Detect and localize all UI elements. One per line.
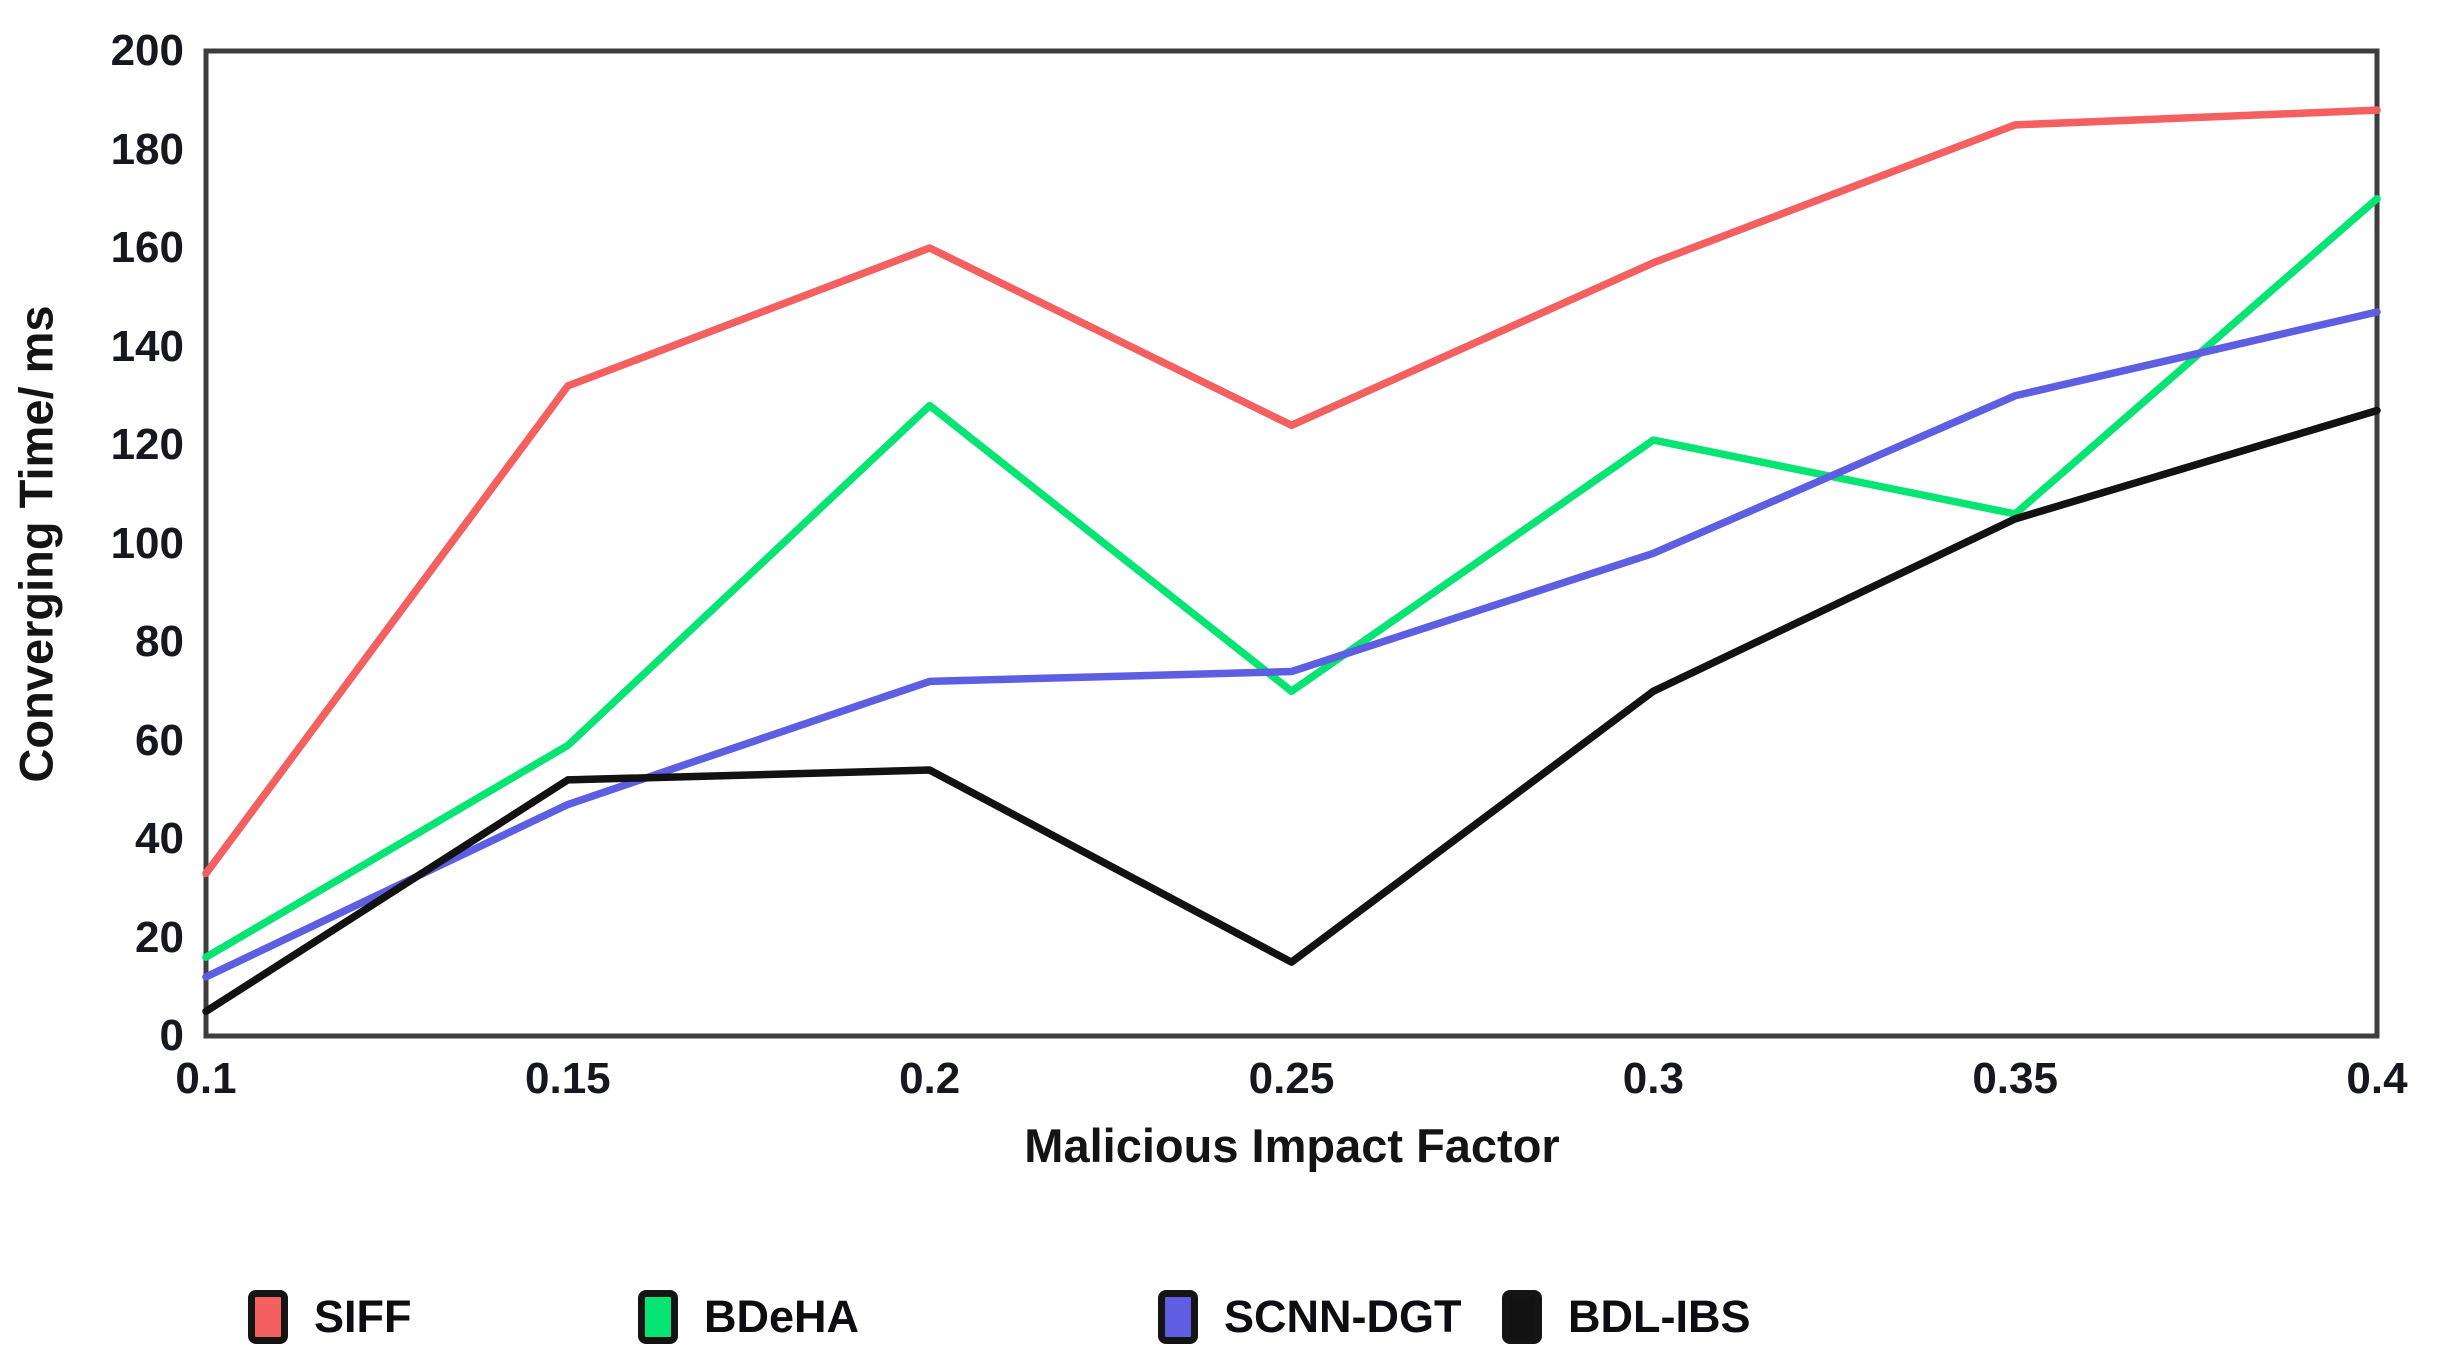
y-axis-title: Converging Time/ ms [9,305,63,783]
y-tick-label: 20 [135,912,184,962]
legend-item-scnn-dgt: SCNN-DGT [1158,1290,1461,1344]
y-tick-label: 200 [110,26,184,75]
legend-label: BDeHA [704,1291,860,1342]
x-tick-label: 0.3 [1622,1054,1684,1103]
legend-swatch-scnn-dgt [1158,1290,1198,1344]
y-tick-label: 140 [110,321,184,371]
y-tick-label: 180 [110,124,184,174]
x-tick-label: 0.4 [2346,1054,2408,1103]
x-axis-title: Malicious Impact Factor [1024,1119,1560,1172]
legend-swatch-siff [248,1290,288,1344]
y-tick-label: 80 [135,617,184,666]
y-tick-label: 60 [135,715,184,765]
x-tick-label: 0.25 [1248,1054,1335,1103]
legend-label: SCNN-DGT [1224,1291,1462,1342]
y-tick-label: 100 [110,518,184,568]
x-tick-label: 0.35 [1972,1054,2058,1103]
legend-label: SIFF [314,1291,412,1342]
legend-swatch-bdl-ibs [1502,1290,1542,1344]
series-line-siff [202,106,2381,878]
legend-swatch-bdeha [638,1290,678,1344]
legend-label: BDL-IBS [1568,1291,1751,1342]
y-tick-label: 0 [159,1011,184,1060]
legend-item-bdl-ibs: BDL-IBS [1502,1290,1750,1344]
series-line-bdl-ibs [202,406,2381,1016]
x-tick-label: 0.15 [525,1054,611,1103]
plot-border [203,48,2380,1039]
series-line-scnn-dgt [202,308,2381,981]
y-tick-label: 160 [110,223,184,272]
y-tick-label: 120 [110,420,184,469]
legend-item-bdeha: BDeHA [638,1290,859,1344]
series-line-bdeha [202,195,2381,961]
legend-item-siff: SIFF [248,1290,412,1344]
x-tick-label: 0.2 [899,1054,961,1103]
y-tick-label: 40 [135,814,184,863]
x-tick-label: 0.1 [175,1054,237,1103]
